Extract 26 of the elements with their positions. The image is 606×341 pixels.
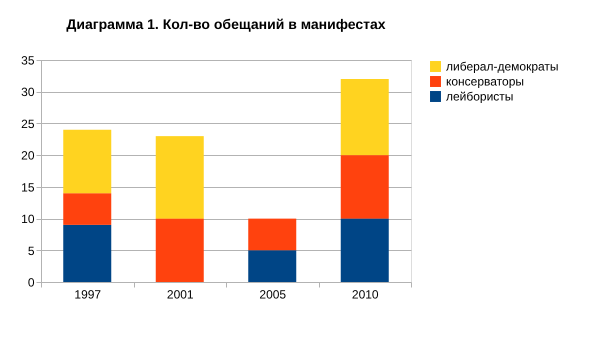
bar xyxy=(63,224,112,282)
bar xyxy=(340,218,389,282)
legend-label: либерал-демократы xyxy=(446,60,559,74)
y-tick-label: 20 xyxy=(21,148,35,163)
bar xyxy=(340,155,389,219)
y-tick-label: 30 xyxy=(21,85,35,100)
bar xyxy=(156,218,204,282)
y-tick-label: 15 xyxy=(21,180,35,194)
y-tick-label: 0 xyxy=(28,276,35,290)
bar xyxy=(248,250,296,282)
chart-title: Диаграмма 1. Кол-во обещаний в манифестах xyxy=(66,16,386,32)
x-tick-label: 1997 xyxy=(74,288,102,302)
y-tick-label: 10 xyxy=(21,212,35,226)
bar xyxy=(63,193,112,225)
legend-label: консерваторы xyxy=(446,74,524,88)
y-tick-label: 5 xyxy=(28,244,35,258)
y-tick-label: 25 xyxy=(21,116,35,131)
x-tick-label: 2005 xyxy=(259,288,286,302)
bar xyxy=(63,130,112,194)
bar xyxy=(156,136,204,219)
legend-label: лейбористы xyxy=(446,90,514,104)
x-tick-label: 2010 xyxy=(352,288,379,302)
x-tick-label: 2001 xyxy=(166,288,194,302)
bar xyxy=(340,79,389,156)
y-tick-label: 35 xyxy=(21,54,35,68)
bar xyxy=(248,218,296,250)
